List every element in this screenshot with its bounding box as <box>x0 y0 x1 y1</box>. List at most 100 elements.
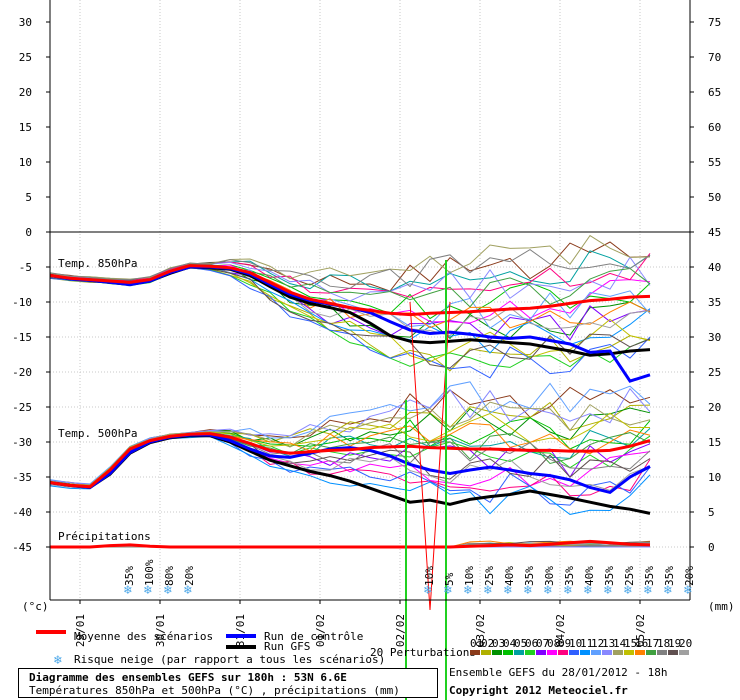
legend-mean-label: Moyenne des scénarios <box>74 630 213 643</box>
snow-risk-percent: 20% <box>683 566 696 586</box>
right-tick-label: 10 <box>708 471 721 484</box>
pert-number: 02 <box>481 637 494 650</box>
date-label: 05/02 <box>634 614 647 647</box>
snow-risk-percent: 30% <box>543 566 556 586</box>
snow-risk-percent: 35% <box>643 566 656 586</box>
pert-color-swatch <box>580 650 590 655</box>
snowflake-icon: ❄ <box>183 583 192 598</box>
pert-number: 16 <box>635 637 648 650</box>
mean-anomaly-spike <box>409 301 451 611</box>
date-label: 31/01 <box>234 614 247 647</box>
right-tick-label: 5 <box>708 506 715 519</box>
pert-color-swatch <box>514 650 524 655</box>
pert-number: 05 <box>514 637 527 650</box>
right-tick-label: 60 <box>708 121 721 134</box>
snow-risk-percent: 40% <box>583 566 596 586</box>
snow-risk-percent: 35% <box>563 566 576 586</box>
right-tick-label: 55 <box>708 156 721 169</box>
left-tick-label: 25 <box>19 51 32 64</box>
chart-title: Diagramme des ensembles GEFS sur 180h : … <box>29 671 347 684</box>
left-tick-label: 5 <box>25 191 32 204</box>
pert-color-swatch <box>547 650 557 655</box>
snow-risk-percent: 100% <box>143 559 156 586</box>
perturbation-850-line <box>49 234 651 280</box>
right-axis-unit: (mm) <box>708 600 735 613</box>
right-tick-label: 30 <box>708 331 721 344</box>
date-label: 30/01 <box>154 614 167 647</box>
pert-number: 20 <box>679 637 692 650</box>
snow-risk-percent: 10% <box>463 566 476 586</box>
panel-label-precip: Précipitations <box>58 530 151 543</box>
right-tick-label: 25 <box>708 366 721 379</box>
legend-snow-label: Risque neige (par rapport a tous les scé… <box>74 653 385 666</box>
perturbation-500-line <box>49 387 651 485</box>
pert-color-swatch <box>679 650 689 655</box>
snowflake-icon: ❄ <box>483 583 492 598</box>
snow-risk-percent: 35% <box>663 566 676 586</box>
run-info: Ensemble GEFS du 28/01/2012 - 18h <box>449 666 668 679</box>
right-tick-label: 45 <box>708 226 721 239</box>
snow-risk-percent: 35% <box>603 566 616 586</box>
pert-color-swatch <box>569 650 579 655</box>
left-tick-label: -45 <box>12 541 32 554</box>
mean-850-line <box>49 264 651 317</box>
pert-color-swatch <box>657 650 667 655</box>
snowflake-icon: ❄ <box>123 583 132 598</box>
pert-color-swatch <box>668 650 678 655</box>
left-tick-label: -20 <box>12 366 32 379</box>
pert-color-swatch <box>470 650 480 655</box>
info-box: Diagramme des ensembles GEFS sur 180h : … <box>18 668 438 698</box>
perturbation-500-line <box>49 381 651 485</box>
pert-number: 17 <box>646 637 659 650</box>
snowflake-icon: ❄ <box>563 583 572 598</box>
pert-number: 18 <box>657 637 670 650</box>
pert-color-swatch <box>536 650 546 655</box>
snow-risk-percent: 25% <box>483 566 496 586</box>
copyright: Copyright 2012 Meteociel.fr <box>449 684 628 697</box>
right-tick-label: 50 <box>708 191 721 204</box>
pert-color-swatch <box>613 650 623 655</box>
pert-number: 14 <box>613 637 627 650</box>
pert-color-swatch <box>624 650 634 655</box>
pert-color-swatch <box>602 650 612 655</box>
right-tick-label: 70 <box>708 51 721 64</box>
snowflake-icon: ❄ <box>163 583 172 598</box>
right-tick-label: 75 <box>708 16 721 29</box>
pert-number: 07 <box>536 637 549 650</box>
left-tick-label: -35 <box>12 471 32 484</box>
snow-risk-percent: 35% <box>523 566 536 586</box>
pert-number: 13 <box>602 637 615 650</box>
legend-control-label: Run de contrôle <box>264 630 363 643</box>
pert-color-swatch <box>591 650 601 655</box>
snowflake-icon: ❄ <box>643 583 652 598</box>
left-tick-label: -25 <box>12 401 32 414</box>
mean-precip-line <box>50 539 651 549</box>
pert-color-swatch <box>492 650 502 655</box>
pert-number: 06 <box>525 637 538 650</box>
snow-risk-percent: 10% <box>423 566 436 586</box>
left-tick-label: -30 <box>12 436 32 449</box>
snowflake-icon: ❄ <box>423 583 432 598</box>
snowflake-icon: ❄ <box>143 583 152 598</box>
pert-number: 01 <box>470 637 483 650</box>
snow-risk-percent: 20% <box>183 566 196 586</box>
left-axis-unit: (°c) <box>22 600 49 613</box>
perturbation-850-line <box>49 248 651 289</box>
snowflake-icon: ❄ <box>583 583 592 598</box>
pert-color-swatch <box>635 650 645 655</box>
snow-risk-percent: 80% <box>163 566 176 586</box>
pert-color-swatch <box>646 650 656 655</box>
date-label: 03/02 <box>474 614 487 647</box>
pert-number: 19 <box>668 637 681 650</box>
pert-number: 11 <box>580 637 593 650</box>
date-label: 04/02 <box>554 614 567 647</box>
left-tick-label: -5 <box>19 261 32 274</box>
left-tick-label: 0 <box>25 226 32 239</box>
perturbation-850-line <box>49 267 651 368</box>
panel-label-t500: Temp. 500hPa <box>58 427 137 440</box>
legend-perturbations-label: 20 Perturbations <box>370 646 476 659</box>
snowflake-icon: ❄ <box>523 583 532 598</box>
left-tick-label: 30 <box>19 16 32 29</box>
